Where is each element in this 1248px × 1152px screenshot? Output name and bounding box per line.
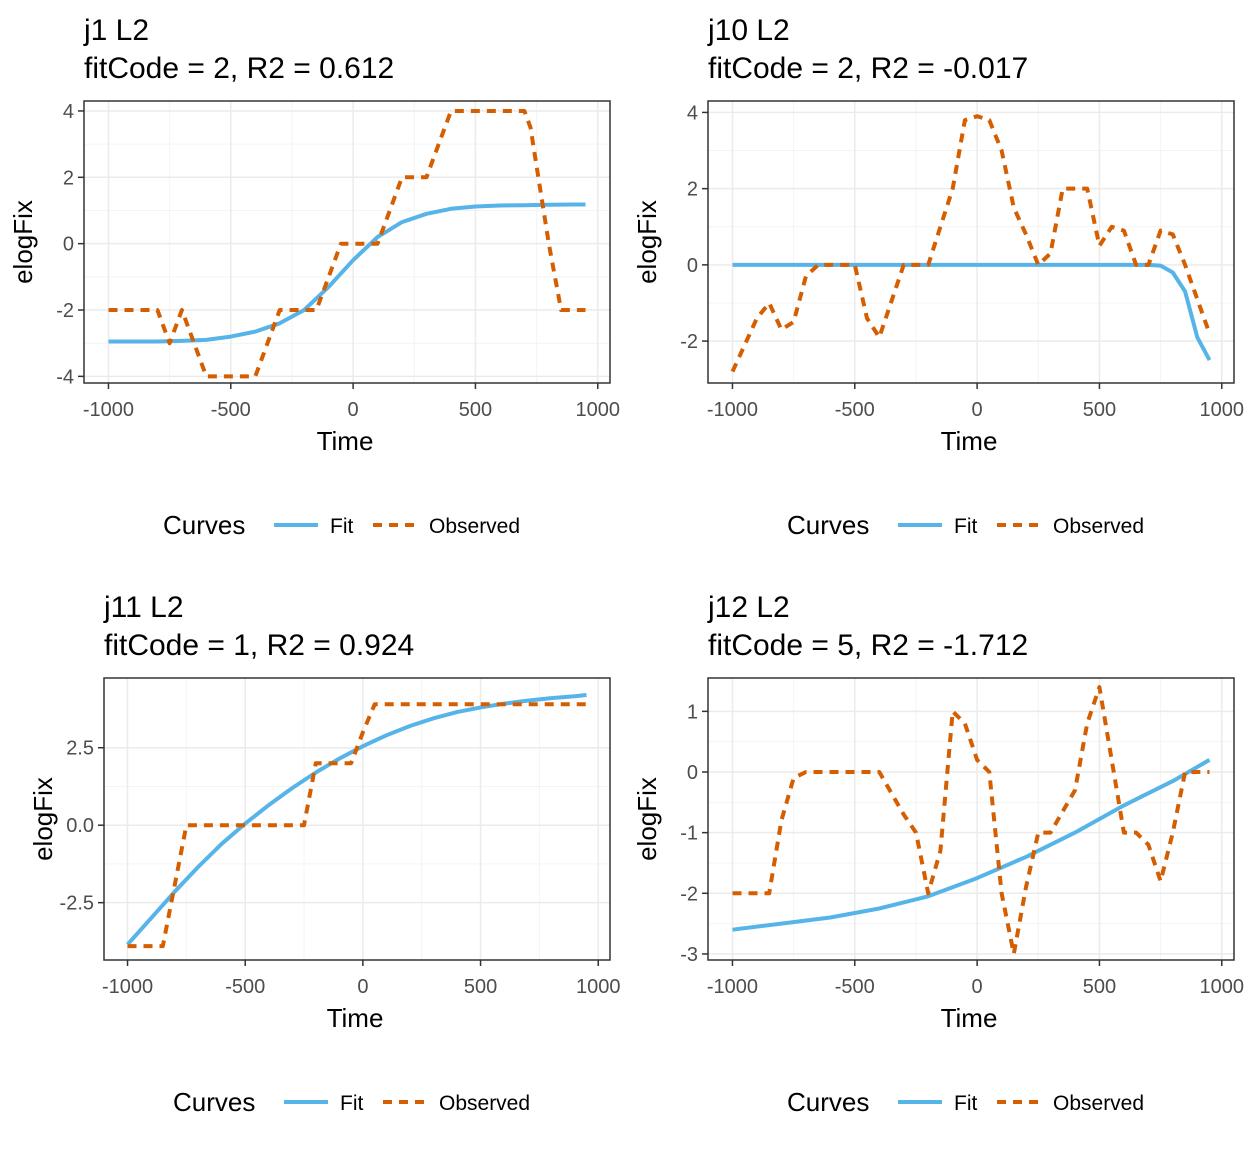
legend-title: Curves xyxy=(173,1087,255,1117)
x-tick-label: 1000 xyxy=(1200,399,1245,421)
y-tick-label: 2 xyxy=(63,167,74,189)
y-tick-label: 0 xyxy=(687,762,698,784)
y-tick-label: 2 xyxy=(687,179,698,201)
x-tick-label: -500 xyxy=(835,976,875,998)
chart-subtitle: fitCode = 2, R2 = -0.017 xyxy=(708,52,1028,85)
chart-panel-2: j10 L2 fitCode = 2, R2 = -0.017 -1000 -500 0… xyxy=(632,14,1244,540)
series-fit-line xyxy=(108,202,586,344)
legend-observed-label: Observed xyxy=(439,1092,530,1115)
chart-panel-1: j1 L2 fitCode = 2, R2 = 0.612 -1000 -500 0 50… xyxy=(8,14,620,540)
x-tick-label: -1000 xyxy=(83,399,134,421)
x-tick-label: 0 xyxy=(348,399,359,421)
x-tick-label: 500 xyxy=(459,399,492,421)
y-tick-label: 0.0 xyxy=(66,815,94,837)
y-tick-label: -1 xyxy=(680,823,698,845)
x-axis-label: Time xyxy=(941,426,998,456)
y-tick-label: -2.5 xyxy=(60,893,94,915)
y-tick-label: 0 xyxy=(63,234,74,256)
x-tick-label: 1000 xyxy=(1200,976,1245,998)
x-tick-label: 1000 xyxy=(576,976,621,998)
x-tick-label: 500 xyxy=(1083,976,1116,998)
y-tick-label: -4 xyxy=(56,366,74,388)
legend: Curves Fit Observed xyxy=(787,510,1144,540)
chart-title: j12 L2 xyxy=(707,591,790,624)
panel-border xyxy=(83,100,611,384)
x-tick-label: -500 xyxy=(835,399,875,421)
x-tick-label: 500 xyxy=(1083,399,1116,421)
y-tick-label: 0 xyxy=(687,255,698,277)
chart-panel-4: j12 L2 fitCode = 5, R2 = -1.712 -1000 -500 0… xyxy=(632,591,1244,1117)
x-tick-label: 0 xyxy=(357,976,368,998)
legend-fit-label: Fit xyxy=(330,515,353,538)
x-tick-label: -500 xyxy=(211,399,251,421)
y-tick-label: -2 xyxy=(680,883,698,905)
chart-subtitle: fitCode = 2, R2 = 0.612 xyxy=(84,52,394,85)
legend: Curves Fit Observed xyxy=(173,1087,530,1117)
x-tick-label: 0 xyxy=(972,976,983,998)
y-tick-label: 4 xyxy=(687,102,698,124)
chart-title: j10 L2 xyxy=(707,14,790,47)
y-axis-label: elogFix xyxy=(632,200,662,284)
y-axis-label: elogFix xyxy=(28,777,58,861)
legend-observed-label: Observed xyxy=(1053,1092,1144,1115)
x-tick-label: 1000 xyxy=(576,399,621,421)
x-tick-label: -500 xyxy=(225,976,265,998)
x-axis-label: Time xyxy=(317,426,374,456)
x-axis-label: Time xyxy=(327,1003,384,1033)
y-axis-label: elogFix xyxy=(632,777,662,861)
x-tick-label: -1000 xyxy=(707,976,758,998)
series-observed-line xyxy=(127,702,587,949)
chart-panel-3: j11 L2 fitCode = 1, R2 = 0.924 -1000 -500 0 5… xyxy=(28,591,620,1117)
chart-subtitle: fitCode = 1, R2 = 0.924 xyxy=(104,629,414,662)
chart-title: j11 L2 xyxy=(103,591,184,624)
series-observed-line xyxy=(730,114,1212,373)
legend-title: Curves xyxy=(163,510,245,540)
legend-title: Curves xyxy=(787,1087,869,1117)
y-tick-label: 4 xyxy=(63,101,74,123)
x-tick-label: -1000 xyxy=(102,976,153,998)
panel-border xyxy=(707,677,1235,961)
chart-title: j1 L2 xyxy=(83,14,149,47)
panel-border xyxy=(707,100,1235,384)
y-tick-label: -2 xyxy=(680,331,698,353)
legend: Curves Fit Observed xyxy=(787,1087,1144,1117)
series-observed-line xyxy=(732,685,1210,956)
x-tick-label: -1000 xyxy=(707,399,758,421)
series-observed-line xyxy=(108,109,586,379)
series-fit-line xyxy=(732,758,1211,932)
legend-title: Curves xyxy=(787,510,869,540)
x-tick-label: 500 xyxy=(464,976,497,998)
y-tick-label: 1 xyxy=(687,701,698,723)
legend-fit-label: Fit xyxy=(340,1092,363,1115)
x-axis-label: Time xyxy=(941,1003,998,1033)
y-tick-label: 2.5 xyxy=(66,738,94,760)
x-tick-label: 0 xyxy=(972,399,983,421)
legend-fit-label: Fit xyxy=(954,515,977,538)
legend-observed-label: Observed xyxy=(429,515,520,538)
series-fit-line xyxy=(126,693,587,946)
y-tick-label: -3 xyxy=(680,944,698,966)
panel-border xyxy=(103,677,611,961)
chart-subtitle: fitCode = 5, R2 = -1.712 xyxy=(708,629,1028,662)
y-tick-label: -2 xyxy=(56,300,74,322)
legend-observed-label: Observed xyxy=(1053,515,1144,538)
y-axis-label: elogFix xyxy=(8,200,38,284)
legend-fit-label: Fit xyxy=(954,1092,977,1115)
legend: Curves Fit Observed xyxy=(163,510,520,540)
